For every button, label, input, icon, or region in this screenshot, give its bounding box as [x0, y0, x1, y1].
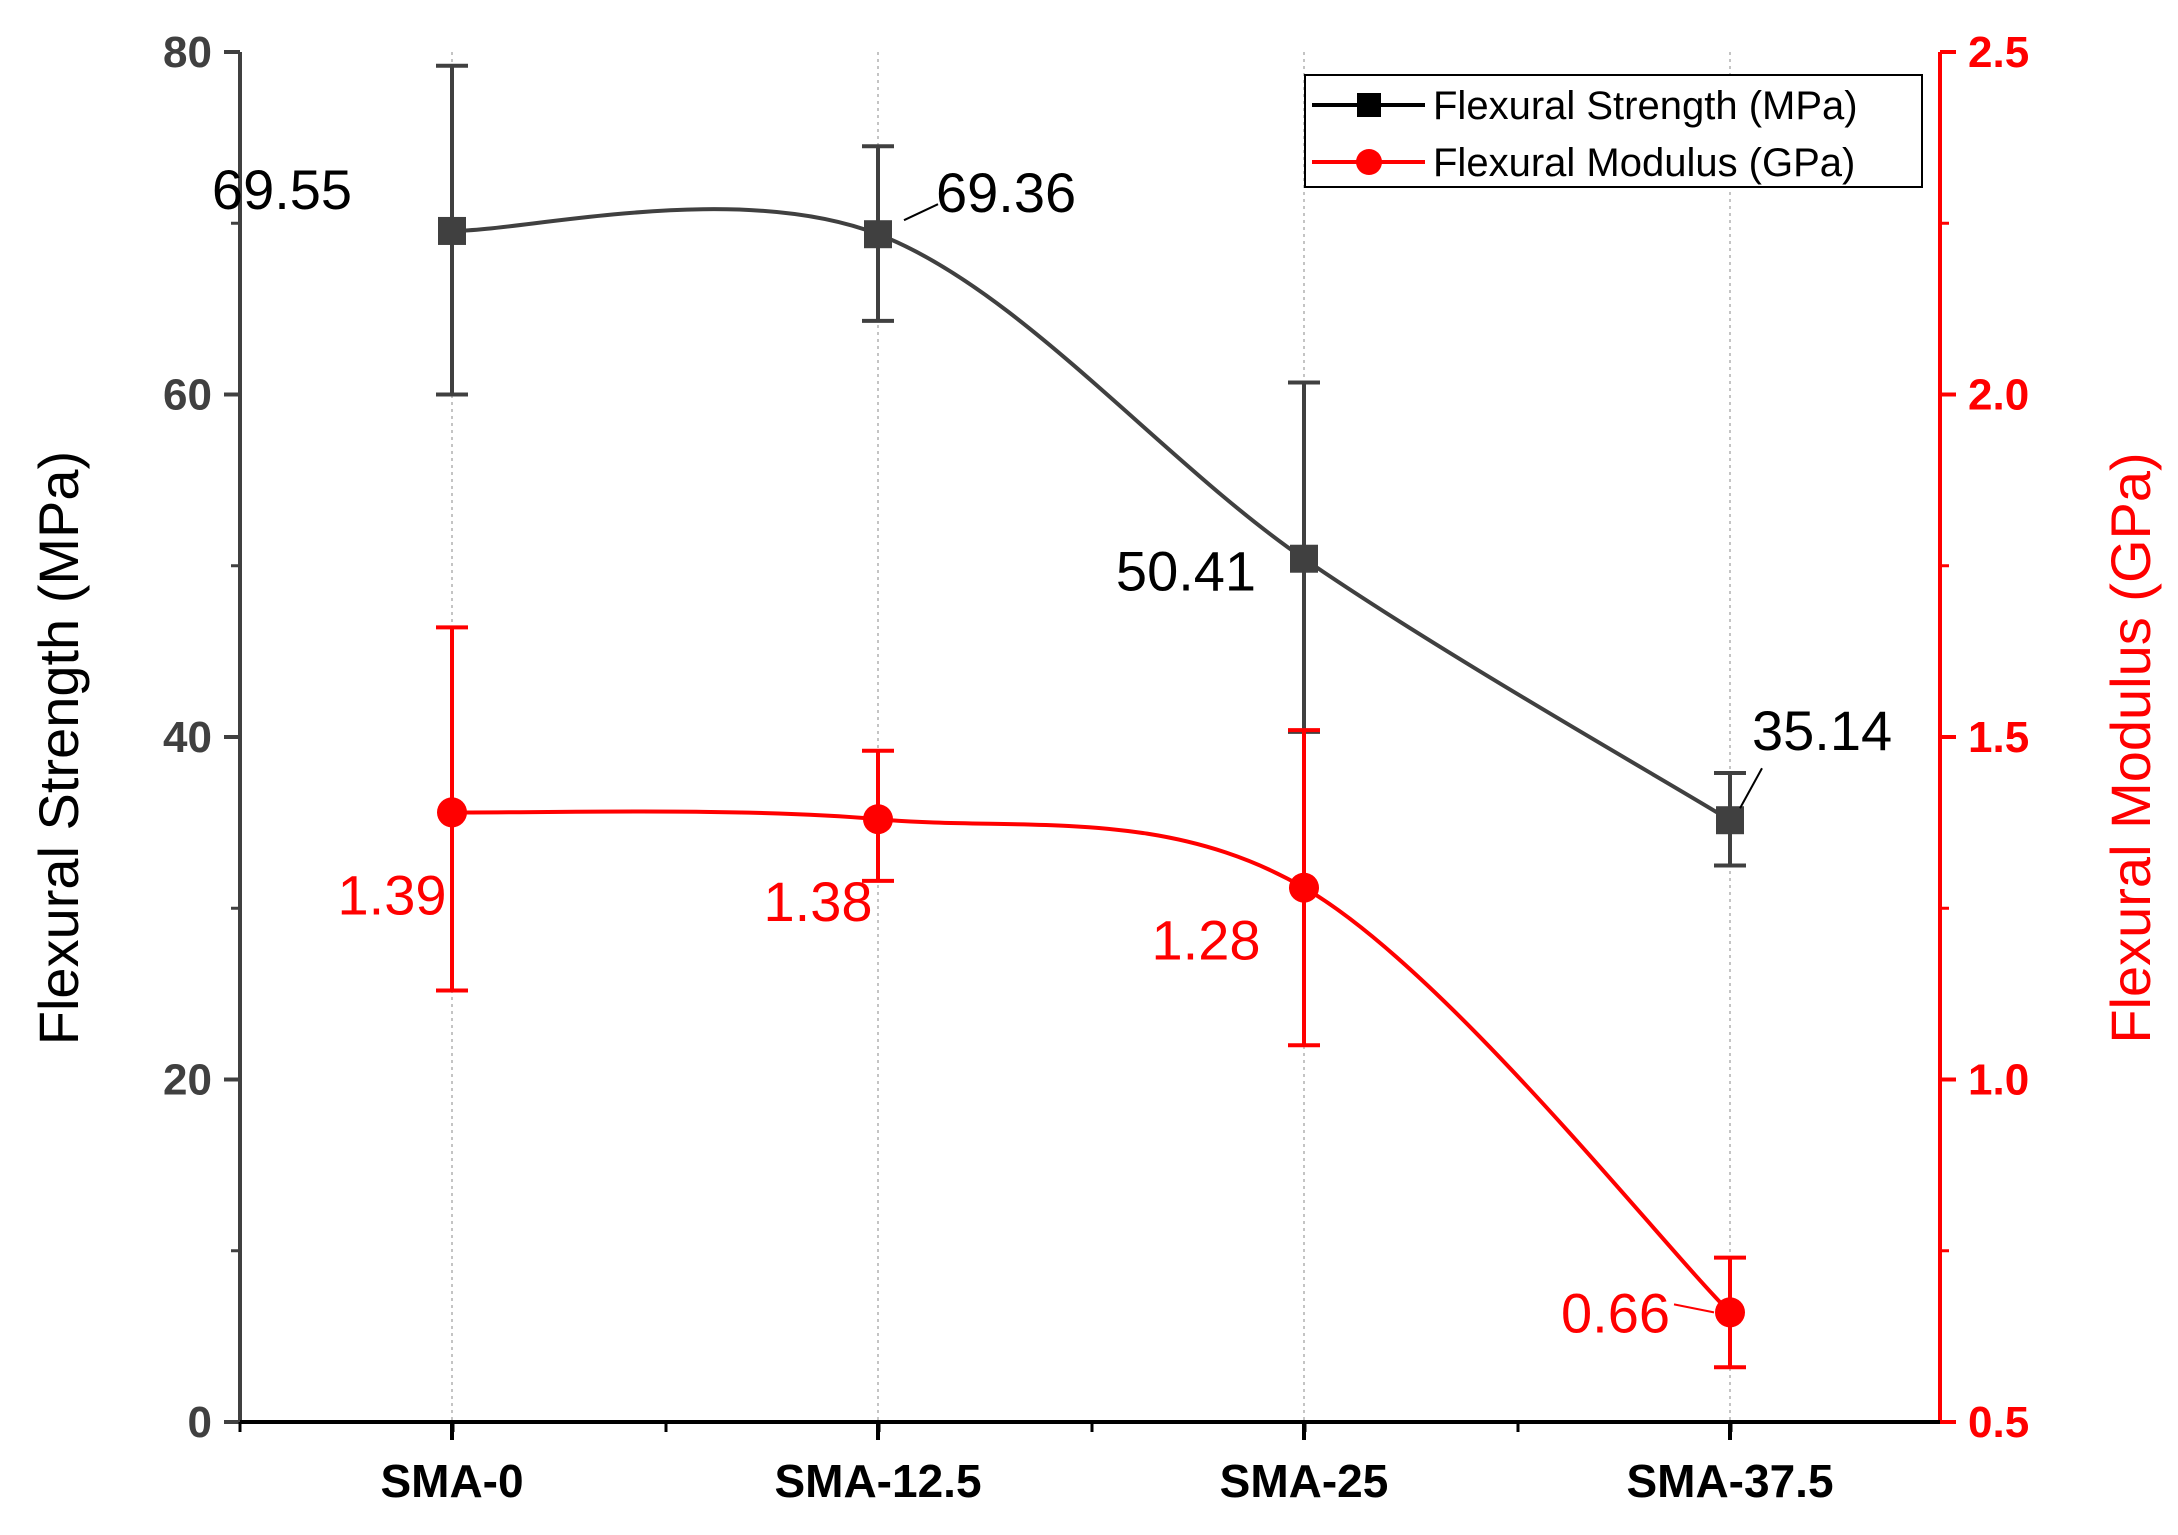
- modulus-label-leader: [1673, 1303, 1715, 1314]
- right-tick-label: 2.0: [1968, 371, 2029, 420]
- strength-data-label: 69.36: [936, 161, 1076, 224]
- left-tick-label: 20: [163, 1056, 212, 1105]
- legend-modulus-label: Flexural Modulus (GPa): [1433, 141, 1855, 185]
- legend-box: [1304, 74, 1923, 188]
- left-tick-label: 40: [163, 713, 212, 762]
- data-point-circle: [437, 797, 467, 828]
- strength-data-label: 50.41: [1116, 540, 1256, 603]
- right-axis-title: Flexural Modulus (GPa): [2099, 452, 2162, 1043]
- x-tick-label: SMA-37.5: [1626, 1455, 1833, 1507]
- legend-modulus-marker: [1356, 149, 1382, 175]
- right-tick-label: 1.0: [1968, 1056, 2029, 1105]
- data-point-square: [438, 216, 466, 245]
- series-group: [436, 63, 1746, 1370]
- legend-strength-label: Flexural Strength (MPa): [1433, 84, 1858, 128]
- modulus-data-label: 0.66: [1561, 1281, 1670, 1344]
- x-tick-label: SMA-25: [1220, 1455, 1389, 1507]
- series-line-0: [451, 207, 1732, 822]
- left-tick-label: 0: [188, 1398, 212, 1447]
- modulus-data-label: 1.38: [764, 870, 873, 933]
- x-tick-label: SMA-0: [380, 1455, 523, 1507]
- data-point-circle: [863, 804, 893, 835]
- modulus-data-label: 1.28: [1152, 909, 1261, 972]
- legend-strength-marker: [1357, 93, 1381, 117]
- data-point-square: [864, 220, 892, 249]
- axes: 0 20 40 60 80 0.5 1.0 1.5 2.0 2.5 SMA-0 SMA-12.5 SMA…: [163, 28, 2029, 1507]
- right-tick-label: 2.5: [1968, 28, 2029, 77]
- data-point-circle: [1715, 1297, 1745, 1328]
- strength-label-leader: [1739, 767, 1763, 809]
- legend: Flexural Strength (MPa) Flexural Modulus…: [1304, 74, 1923, 188]
- right-tick-label: 0.5: [1968, 1398, 2029, 1447]
- left-axis-title: Flexural Strength (MPa): [27, 451, 90, 1045]
- series-line-1: [451, 809, 1732, 1314]
- data-point-square: [1290, 544, 1318, 573]
- data-point-square: [1716, 806, 1744, 835]
- right-tick-label: 1.5: [1968, 713, 2029, 762]
- data-point-circle: [1289, 872, 1319, 903]
- strength-data-label: 35.14: [1752, 699, 1892, 762]
- left-tick-label: 80: [163, 28, 212, 77]
- strength-data-label: 69.55: [212, 158, 352, 221]
- data-labels: 69.55 69.36 50.41 35.14 1.39 1.38 1.28 0.66: [212, 158, 1892, 1344]
- grid-lines: [451, 52, 1731, 1422]
- left-tick-label: 60: [163, 371, 212, 420]
- strength-label-leader: [903, 203, 939, 222]
- modulus-data-label: 1.39: [338, 863, 447, 926]
- x-tick-label: SMA-12.5: [774, 1455, 981, 1507]
